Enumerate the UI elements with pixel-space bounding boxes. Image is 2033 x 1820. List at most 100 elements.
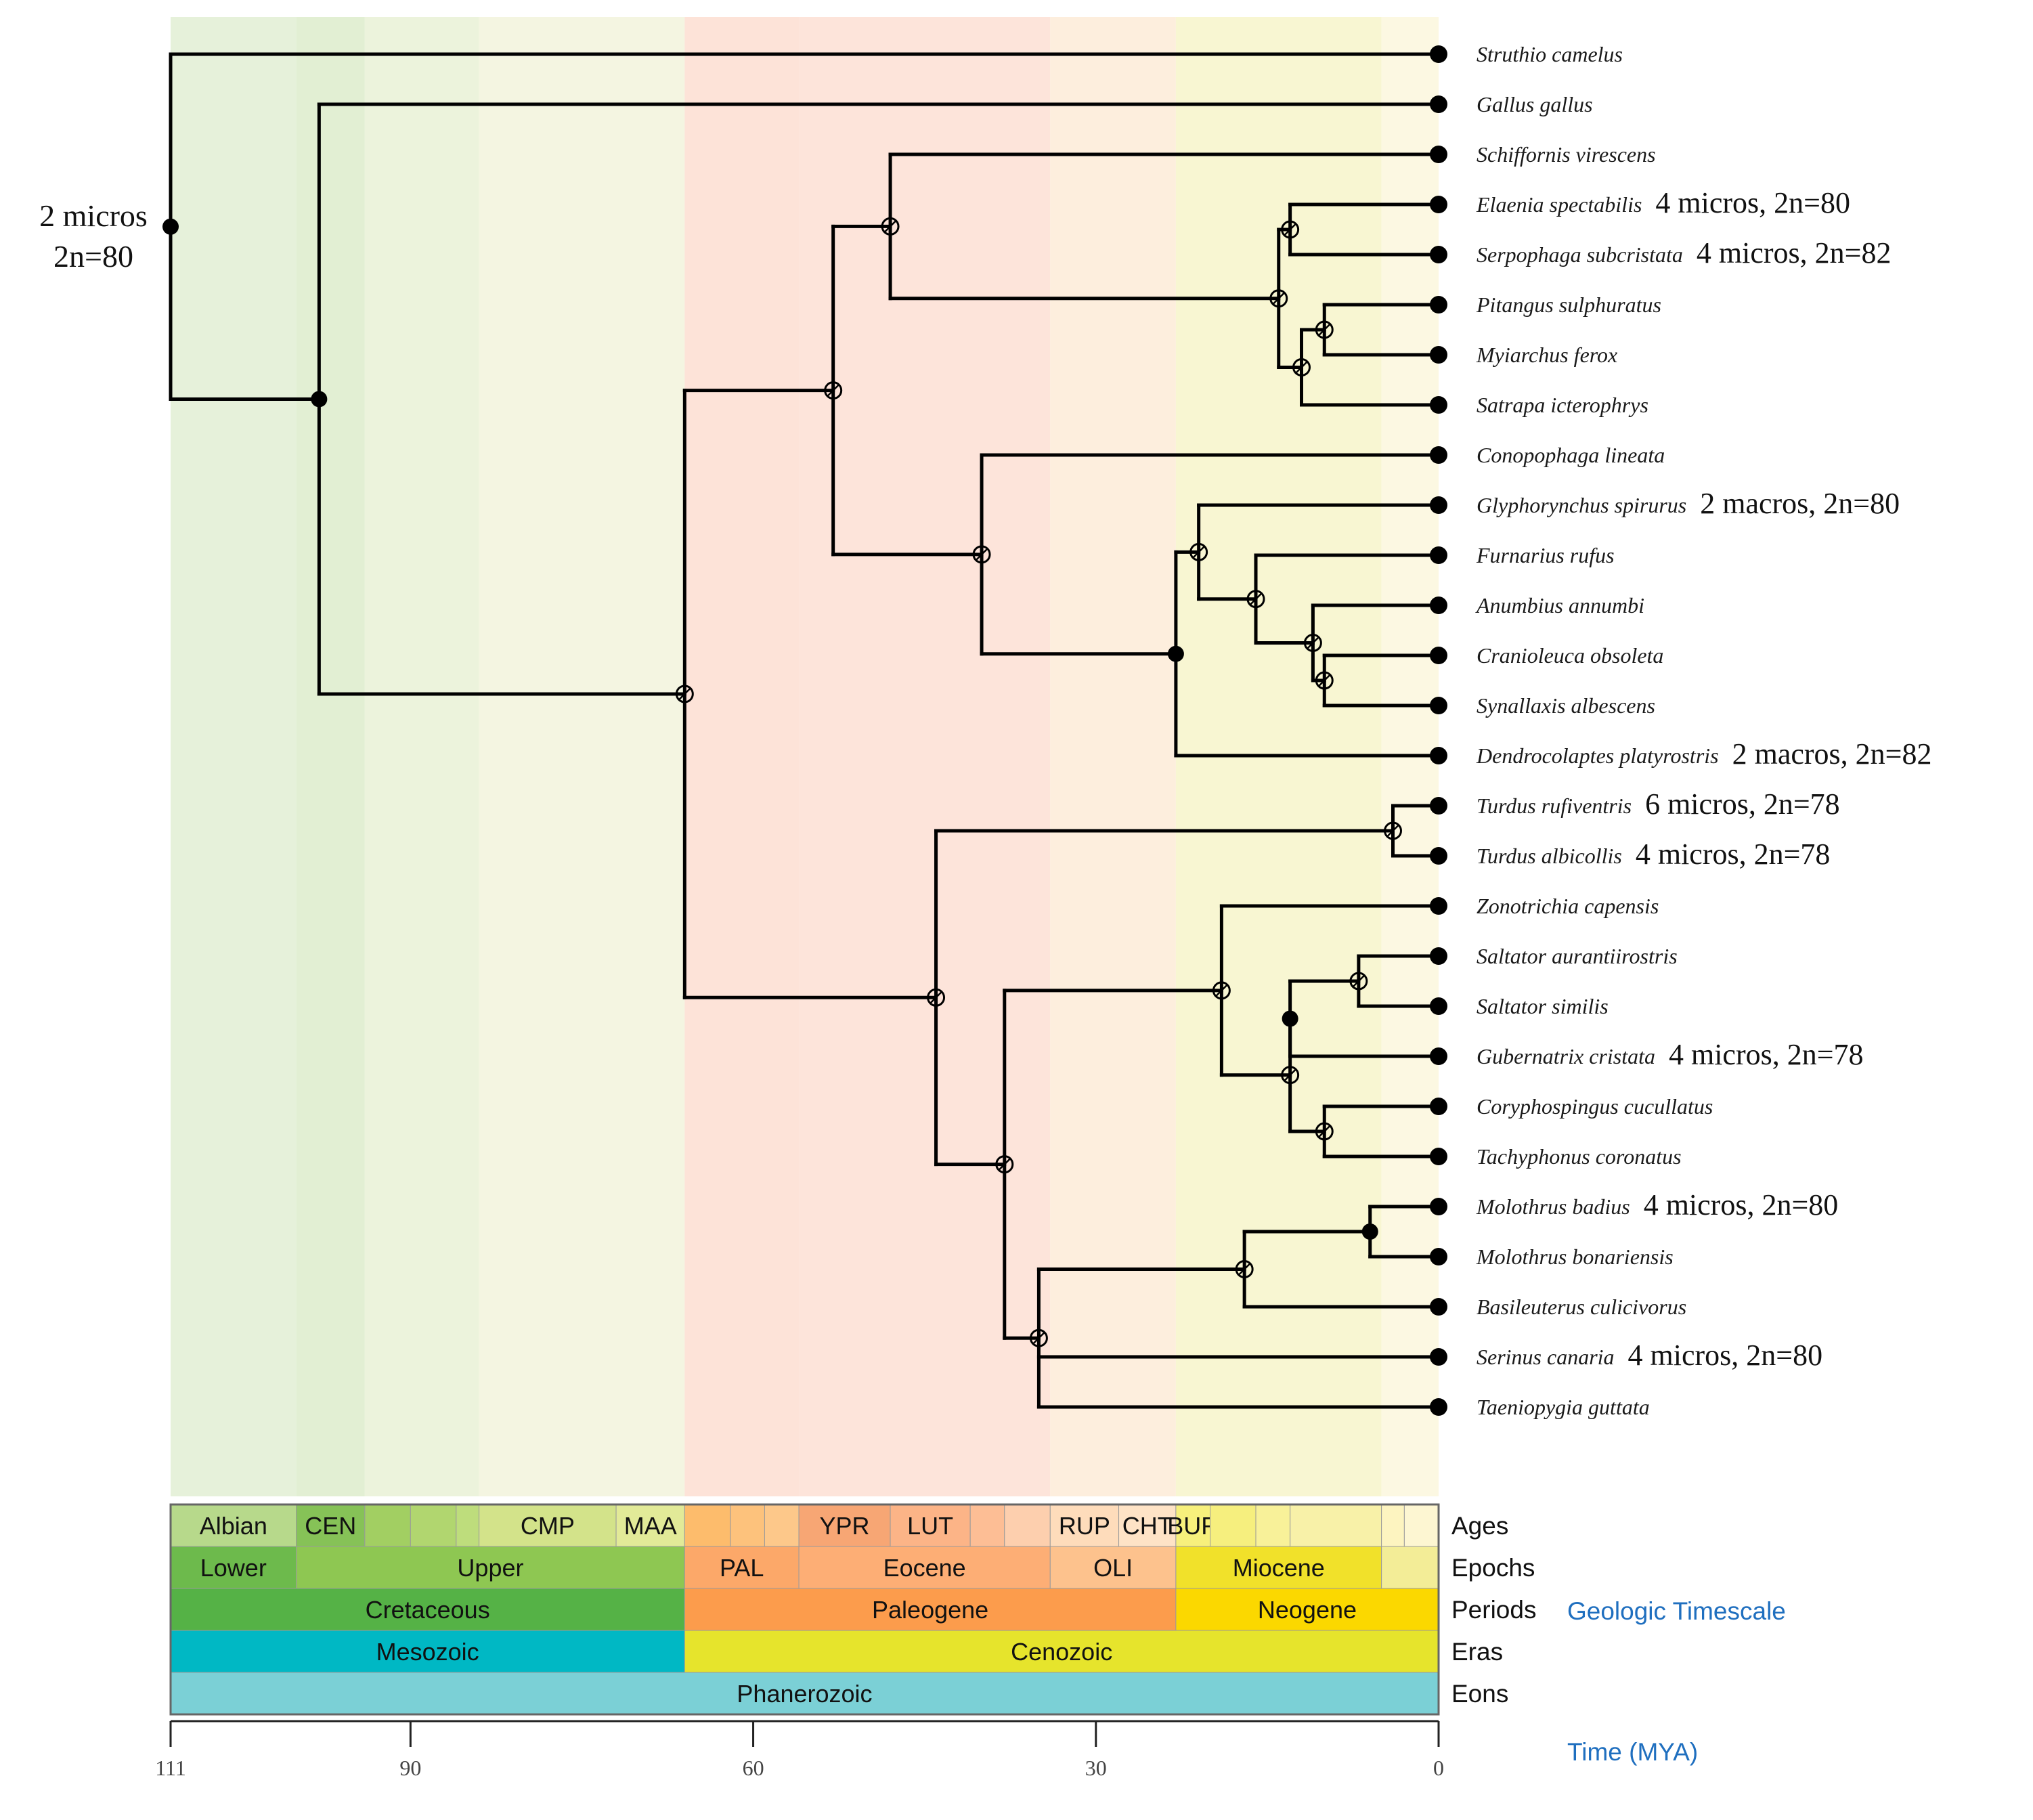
tip-marker bbox=[1430, 346, 1447, 364]
taxon-label: Tachyphonus coronatus bbox=[1477, 1144, 1682, 1169]
taxon-label: Myiarchus ferox bbox=[1476, 343, 1617, 367]
taxon-label: Elaenia spectabilis bbox=[1476, 192, 1642, 217]
timescale-epochs-label: PAL bbox=[720, 1554, 764, 1582]
node-open-marker bbox=[1246, 590, 1265, 609]
node-open-marker bbox=[824, 381, 843, 400]
timescale-eras-label: Cenozoic bbox=[1011, 1638, 1112, 1666]
timescale-epochs-label: Miocene bbox=[1233, 1554, 1325, 1582]
taxon-label: Pitangus sulphuratus bbox=[1476, 292, 1661, 317]
timescale-ages-segment bbox=[969, 1504, 1005, 1547]
background-band bbox=[684, 17, 800, 1496]
node-open-marker-slash bbox=[1283, 223, 1297, 236]
timescale-epochs-segment bbox=[170, 1546, 297, 1589]
taxon-label: Coryphospingus cucullatus bbox=[1477, 1094, 1713, 1119]
timescale-ages-segment bbox=[364, 1504, 411, 1547]
karyotype-annotation: 4 micros, 2n=82 bbox=[1697, 236, 1892, 269]
tip-marker bbox=[1430, 146, 1447, 163]
karyotype-annotation: 4 micros, 2n=78 bbox=[1669, 1038, 1864, 1071]
taxon-label: Gallus gallus bbox=[1477, 92, 1593, 116]
timescale-eras-segment bbox=[170, 1630, 685, 1673]
node-open-marker-slash bbox=[929, 991, 943, 1005]
axis-tick-label: 111 bbox=[155, 1756, 186, 1780]
timescale-ages-segment bbox=[890, 1504, 971, 1547]
node-open-marker-slash bbox=[883, 219, 897, 234]
node-open-marker-slash bbox=[826, 383, 840, 397]
taxon-label: Serpophaga subcristata bbox=[1477, 242, 1683, 267]
node-open-marker-slash bbox=[1386, 824, 1400, 838]
node-open-marker-slash bbox=[1283, 1068, 1297, 1082]
timescale-periods-segment bbox=[1175, 1588, 1439, 1631]
timescale-ages-label: LUT bbox=[907, 1512, 953, 1540]
node-open-marker bbox=[1189, 542, 1208, 561]
taxon-label: Schiffornis virescens bbox=[1477, 142, 1656, 167]
node-open-marker bbox=[1212, 981, 1231, 1000]
timescale-epochs-label: Upper bbox=[457, 1554, 523, 1582]
axis-tick-label: 60 bbox=[743, 1756, 764, 1780]
root-annotation-line2: 2n=80 bbox=[53, 239, 133, 274]
node-open-marker bbox=[1315, 1122, 1334, 1141]
taxon-label: Zonotrichia capensis bbox=[1477, 894, 1659, 918]
karyotype-annotation: 4 micros, 2n=80 bbox=[1628, 1339, 1823, 1372]
geologic-timescale-title: Geologic Timescale bbox=[1567, 1597, 1786, 1625]
karyotype-annotation: 4 micros, 2n=80 bbox=[1655, 186, 1850, 219]
timescale-ages-segment bbox=[1175, 1504, 1211, 1547]
taxon-label: Serinus canaria bbox=[1477, 1345, 1615, 1369]
timescale-eras-segment bbox=[684, 1630, 1439, 1673]
taxon-label: Furnarius rufus bbox=[1476, 543, 1615, 567]
tip-marker bbox=[1430, 597, 1447, 614]
node-open-marker-slash bbox=[1032, 1331, 1046, 1345]
node-open-marker-slash bbox=[997, 1157, 1011, 1171]
tip-marker bbox=[1430, 1298, 1447, 1316]
timescale-epochs-segment bbox=[1381, 1546, 1439, 1589]
node-open-marker bbox=[1384, 821, 1403, 840]
node-open-marker bbox=[1281, 220, 1300, 239]
tip-marker bbox=[1430, 1248, 1447, 1265]
timescale-ages-segment bbox=[170, 1504, 297, 1547]
node-open-marker-slash bbox=[975, 547, 988, 561]
row-label-periods: Periods bbox=[1451, 1596, 1536, 1624]
timescale-ages-label: CMP bbox=[521, 1512, 575, 1540]
node-open-marker-slash bbox=[1249, 592, 1263, 606]
timescale-ages-segment bbox=[798, 1504, 891, 1547]
timescale-periods-label: Cretaceous bbox=[366, 1596, 490, 1624]
timescale-ages-segment bbox=[410, 1504, 457, 1547]
tip-marker bbox=[1430, 697, 1447, 714]
timescale-row-labels: Ages Epochs Periods Eras Eons Geologic T… bbox=[1451, 1512, 1786, 1708]
taxon-label: Conopophaga lineata bbox=[1477, 443, 1665, 467]
node-filled-marker bbox=[1167, 645, 1184, 662]
karyotype-annotation: 2 macros, 2n=80 bbox=[1700, 487, 1900, 520]
background-band bbox=[171, 17, 297, 1496]
timescale-ages-segment bbox=[1290, 1504, 1382, 1547]
timescale-periods-segment bbox=[684, 1588, 1177, 1631]
tip-marker bbox=[1430, 1047, 1447, 1065]
taxon-label: Cranioleuca obsoleta bbox=[1477, 643, 1663, 668]
node-open-marker bbox=[972, 545, 991, 564]
node-open-marker bbox=[1349, 972, 1368, 991]
taxon-label: Glyphorynchus spirurus bbox=[1477, 493, 1686, 517]
taxon-label: Molothrus bonariensis bbox=[1476, 1244, 1674, 1269]
tip-marker bbox=[1430, 897, 1447, 915]
node-open-marker bbox=[995, 1155, 1014, 1174]
node-open-marker bbox=[1029, 1328, 1048, 1347]
row-label-eons: Eons bbox=[1451, 1680, 1508, 1708]
timescale-epochs-segment bbox=[684, 1546, 800, 1589]
tip-marker bbox=[1430, 446, 1447, 464]
timescale-epochs-label: Eocene bbox=[883, 1554, 966, 1582]
row-label-epochs: Epochs bbox=[1451, 1554, 1535, 1582]
node-open-marker-slash bbox=[1215, 983, 1229, 997]
background-band bbox=[364, 17, 479, 1496]
timescale-ages-segment bbox=[764, 1504, 800, 1547]
node-open-marker-slash bbox=[1317, 323, 1332, 337]
taxon-label: Satrapa icterophrys bbox=[1477, 393, 1648, 417]
node-open-marker bbox=[1303, 634, 1322, 652]
node-open-marker bbox=[1315, 320, 1334, 339]
taxon-label: Anumbius annumbi bbox=[1475, 593, 1644, 618]
node-open-marker-slash bbox=[1317, 674, 1332, 687]
tip-marker bbox=[1430, 847, 1447, 865]
root-annotation-line1: 2 micros bbox=[39, 198, 148, 233]
row-label-eras: Eras bbox=[1451, 1638, 1503, 1666]
taxon-label: Turdus albicollis bbox=[1477, 844, 1622, 868]
axis-tick-label: 90 bbox=[399, 1756, 421, 1780]
